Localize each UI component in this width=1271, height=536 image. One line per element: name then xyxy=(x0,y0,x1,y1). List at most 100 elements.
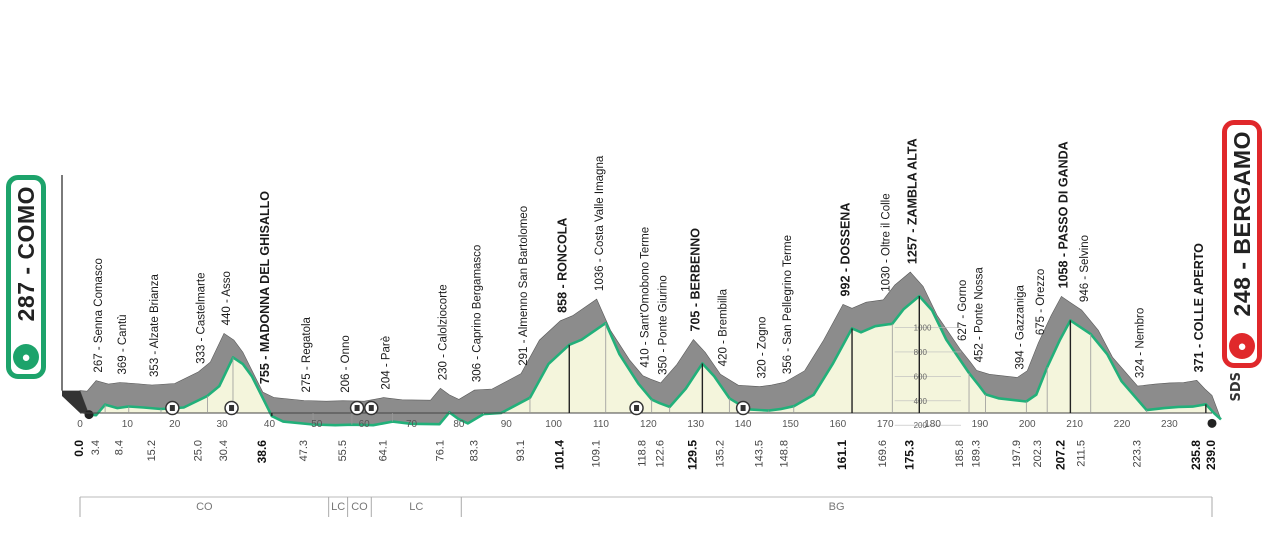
sponsor-logo: SDS xyxy=(1229,372,1244,402)
km-distance-label: 0.0 xyxy=(72,440,86,457)
km-tick-label: 70 xyxy=(406,419,418,430)
place-label: 858 - RONCOLA xyxy=(556,218,570,313)
km-tick-label: 10 xyxy=(122,419,134,430)
km-distance-label: 202.3 xyxy=(1032,440,1044,468)
tunnel-icon-inner xyxy=(169,405,175,411)
place-label: 324 - Nembro xyxy=(1135,308,1147,378)
place-label: 275 - Regatola xyxy=(301,316,313,392)
km-distance-label: 239.0 xyxy=(1204,440,1218,470)
km-distance-label: 109.1 xyxy=(591,440,603,468)
elevation-tick-label: 800 xyxy=(914,348,928,357)
km-tick-label: 160 xyxy=(829,419,846,430)
place-label: 353 - Alzate Brianza xyxy=(149,273,161,377)
place-label: 1030 - Oltre il Colle xyxy=(880,193,892,291)
province-label: LC xyxy=(331,501,345,513)
cyclist-icon: ● xyxy=(13,344,39,370)
km-tick-label: 230 xyxy=(1161,419,1178,430)
place-label: 705 - BERBENNO xyxy=(689,228,703,332)
profile-start-side xyxy=(62,390,89,415)
place-label: 755 - MADONNA DEL GHISALLO xyxy=(258,191,272,384)
province-label: CO xyxy=(196,501,213,513)
km-distance-label: 8.4 xyxy=(114,440,126,455)
km-tick-label: 20 xyxy=(169,419,181,430)
km-distance-label: 197.9 xyxy=(1011,440,1023,468)
start-town-badge: 287 - COMO ● xyxy=(6,175,46,379)
tunnel-icon-inner xyxy=(229,405,235,411)
place-label: 394 - Gazzaniga xyxy=(1014,285,1026,370)
tunnel-icon-inner xyxy=(368,405,374,411)
place-label: 1036 - Costa Valle Imagna xyxy=(594,155,606,291)
km-distance-label: 223.3 xyxy=(1132,440,1144,468)
start-dot xyxy=(84,410,94,420)
place-label: 440 - Asso xyxy=(221,271,233,325)
tunnel-icon-inner xyxy=(634,405,640,411)
tunnel-icon-inner xyxy=(740,405,746,411)
km-distance-label: 189.3 xyxy=(971,440,983,468)
elevation-tick-label: 200 xyxy=(914,421,928,430)
place-label: 369 - Cantù xyxy=(117,314,129,374)
km-tick-label: 130 xyxy=(687,419,704,430)
place-label: 1257 - ZAMBLA ALTA xyxy=(906,138,920,264)
km-distance-label: 148.8 xyxy=(779,440,791,468)
km-distance-label: 93.1 xyxy=(515,440,527,461)
km-distance-label: 55.5 xyxy=(337,440,349,461)
place-label: 206 - Onno xyxy=(340,335,352,393)
place-label: 333 - Castelmarte xyxy=(195,272,207,363)
km-distance-label: 30.4 xyxy=(218,440,230,461)
km-tick-label: 140 xyxy=(735,419,752,430)
place-label: 410 - Sant'Omobono Terme xyxy=(640,227,652,368)
km-distance-label: 76.1 xyxy=(434,440,446,461)
km-tick-label: 180 xyxy=(924,419,941,430)
finish-town-label: 248 - BERGAMO xyxy=(1228,131,1255,317)
cyclist-icon: ● xyxy=(1229,333,1255,359)
km-distance-label: 25.0 xyxy=(192,440,204,461)
km-distance-label: 129.5 xyxy=(686,440,700,470)
km-tick-label: 190 xyxy=(972,419,989,430)
km-distance-label: 143.5 xyxy=(754,440,766,468)
place-label: 452 - Ponte Nossa xyxy=(974,267,986,363)
km-distance-label: 83.3 xyxy=(468,440,480,461)
place-label: 350 - Ponte Giurino xyxy=(658,275,670,375)
start-town-label: 287 - COMO xyxy=(12,186,39,322)
km-tick-label: 90 xyxy=(501,419,513,430)
place-label: 204 - Parè xyxy=(381,336,393,390)
km-distance-label: 169.6 xyxy=(877,440,889,468)
km-tick-label: 0 xyxy=(77,419,83,430)
place-label: 675 - Orezzo xyxy=(1035,269,1047,335)
place-label: 291 - Almenno San Bartolomeo xyxy=(518,206,530,366)
km-distance-label: 175.3 xyxy=(902,440,916,470)
km-tick-label: 210 xyxy=(1066,419,1083,430)
place-label: 320 - Zogno xyxy=(757,317,769,379)
km-distance-label: 3.4 xyxy=(90,440,102,455)
km-tick-label: 40 xyxy=(264,419,276,430)
elevation-tick-label: 400 xyxy=(914,397,928,406)
km-distance-label: 118.8 xyxy=(637,440,649,467)
province-label: CO xyxy=(351,501,368,513)
km-distance-label: 101.4 xyxy=(552,440,566,470)
province-label: BG xyxy=(829,501,845,513)
km-distance-label: 211.5 xyxy=(1076,440,1088,467)
province-label: LC xyxy=(409,501,423,513)
km-tick-label: 220 xyxy=(1114,419,1131,430)
tunnel-icon-inner xyxy=(354,405,360,411)
place-label: 356 - San Pellegrino Terme xyxy=(782,235,794,374)
km-tick-label: 200 xyxy=(1019,419,1036,430)
route-line xyxy=(88,294,1222,427)
km-tick-label: 150 xyxy=(782,419,799,430)
place-label: 992 - DOSSENA xyxy=(838,203,852,297)
elevation-tick-label: 1000 xyxy=(914,323,932,332)
km-tick-label: 110 xyxy=(593,419,609,430)
place-label: 267 - Senna Comasco xyxy=(93,258,105,372)
km-distance-label: 38.6 xyxy=(255,440,269,464)
km-distance-label: 47.3 xyxy=(298,440,310,461)
place-label: 420 - Brembilla xyxy=(717,288,729,366)
km-distance-label: 185.8 xyxy=(954,440,966,468)
place-label: 1058 - PASSO DI GANDA xyxy=(1057,141,1071,288)
km-tick-label: 50 xyxy=(311,419,323,430)
place-label: 946 - Selvino xyxy=(1079,235,1091,302)
km-distance-label: 235.8 xyxy=(1189,440,1203,470)
place-label: 306 - Caprino Bergamasco xyxy=(472,245,484,382)
finish-dot xyxy=(1207,418,1217,428)
km-distance-label: 64.1 xyxy=(378,440,390,461)
